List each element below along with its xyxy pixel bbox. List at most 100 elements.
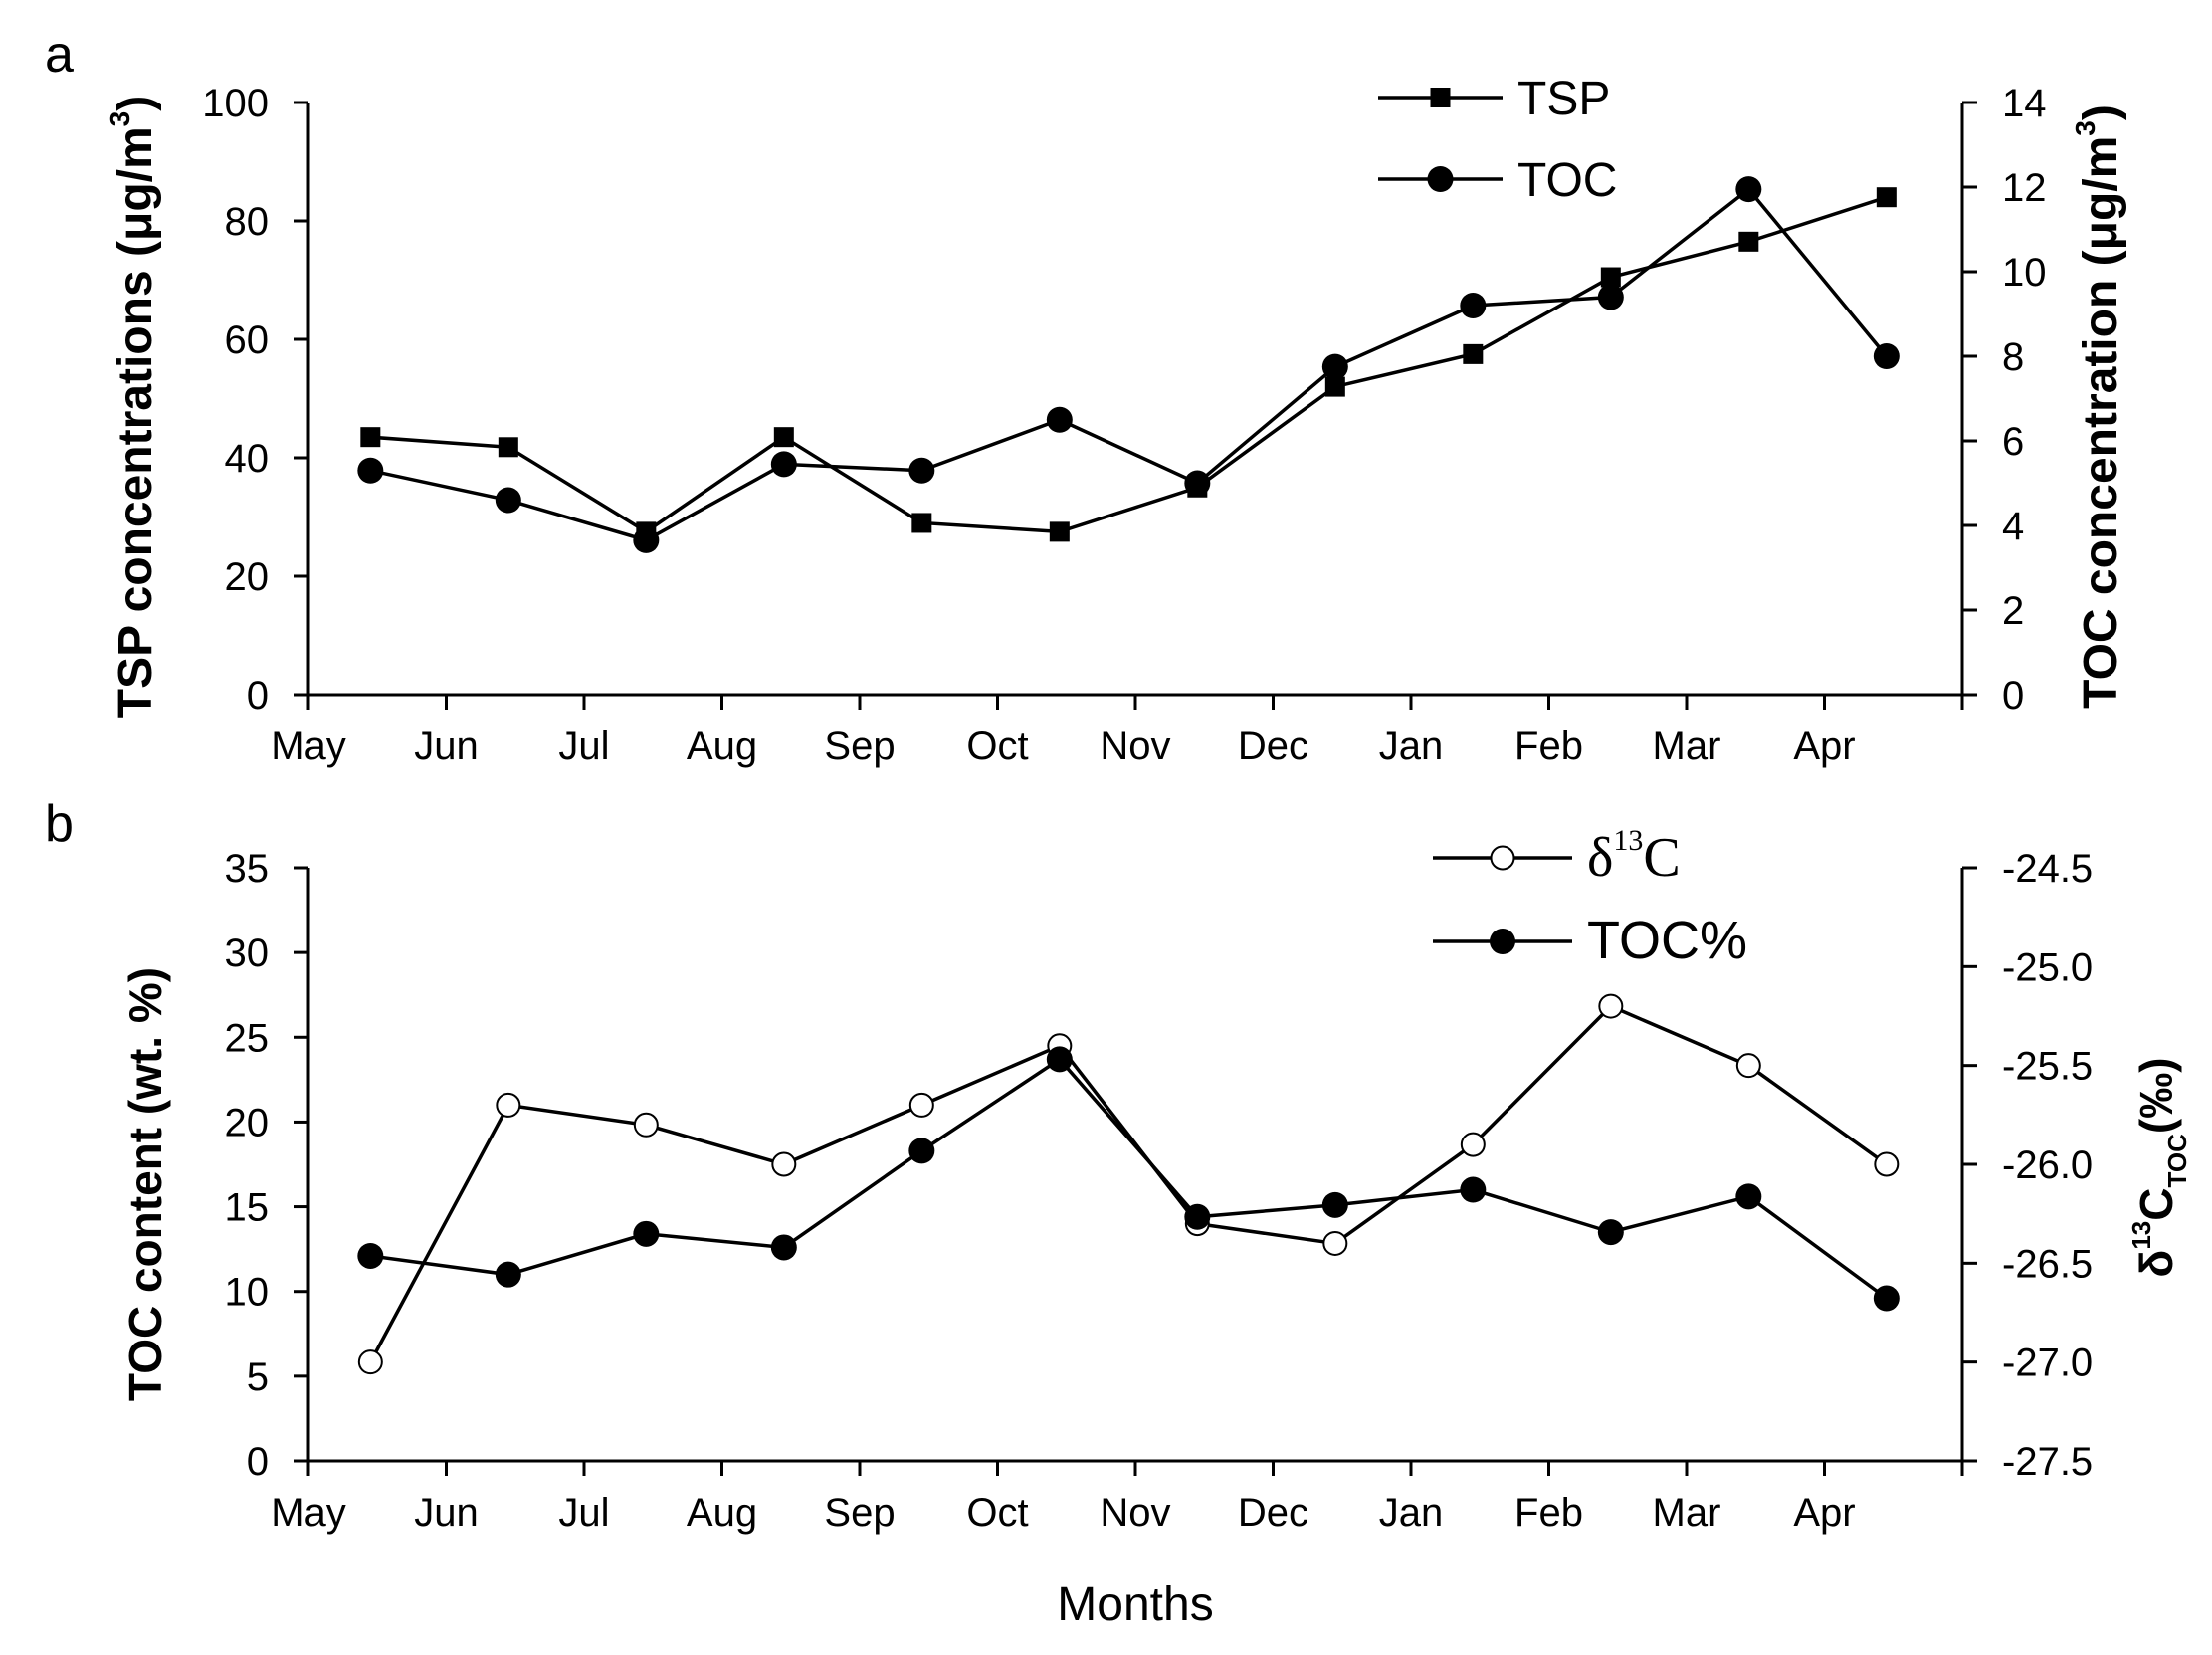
y-right-axis-title: δ13CTOC(‰) [2126, 1057, 2192, 1277]
y-right-tick-label: 8 [2002, 335, 2024, 379]
data-point [1873, 343, 1900, 369]
y-left-tick-label: 5 [247, 1355, 269, 1399]
legend-label-prefix: δ [1587, 827, 1613, 889]
data-point [1735, 1053, 1761, 1079]
y-left-tick-label: 20 [225, 1101, 270, 1144]
data-point [1324, 376, 1345, 397]
x-tick-label: Apr [1793, 1491, 1855, 1535]
y-right-title-main: C [2130, 1188, 2182, 1221]
data-point [1322, 1230, 1348, 1256]
y-right-tick-label: -26.0 [2002, 1143, 2093, 1187]
y-left-tick-label: 25 [225, 1016, 270, 1060]
x-tick-label: Jul [558, 1491, 609, 1535]
y-left-title-sup: 3 [104, 111, 135, 127]
series-line [370, 1057, 1888, 1300]
y-left-axis-title: TOC content (wt. %) [119, 967, 171, 1401]
x-tick-label: Nov [1100, 724, 1170, 768]
y-left-tick-label: 0 [247, 674, 269, 718]
x-tick-label: Aug [687, 724, 757, 768]
y-left-tick-label: 10 [225, 1271, 270, 1315]
x-tick-label: Apr [1793, 724, 1855, 768]
data-point [908, 457, 935, 484]
y-right-tick-label: -24.5 [2002, 847, 2093, 891]
x-tick-label: Oct [966, 724, 1028, 768]
data-point [496, 1092, 521, 1118]
data-point [771, 1151, 797, 1177]
data-point [1600, 267, 1621, 288]
panel-label: b [45, 795, 74, 853]
data-point [1876, 187, 1897, 208]
series-line [370, 195, 1888, 534]
x-tick-label: Jan [1379, 1491, 1444, 1535]
y-left-tick-label: 35 [225, 847, 270, 891]
legend-marker [1490, 929, 1515, 954]
y-right-tick-label: -27.0 [2002, 1342, 2093, 1385]
data-point [357, 1349, 383, 1375]
series-line [369, 186, 1889, 542]
y-right-title-sup: 3 [2070, 120, 2101, 136]
y-right-title-close: ) [2075, 104, 2127, 120]
series-toc- [357, 1046, 1900, 1312]
data-point [1874, 1151, 1900, 1177]
data-point [360, 427, 381, 448]
legend-marker [1427, 166, 1454, 192]
legend-label: TOC [1517, 154, 1617, 207]
series-toc [357, 176, 1900, 553]
data-point [1873, 1285, 1900, 1312]
y-right-title-prefix: δ [2130, 1250, 2182, 1278]
legend-label-sup: 13 [1613, 824, 1643, 857]
x-tick-label: Sep [824, 1491, 895, 1535]
data-point [1049, 521, 1070, 542]
y-right-tick-label: -25.0 [2002, 945, 2093, 989]
y-right-tick-label: 4 [2002, 505, 2024, 548]
y-right-tick-label: 10 [2002, 251, 2047, 295]
y-left-tick-label: 40 [225, 437, 270, 481]
series--13c [357, 993, 1900, 1375]
data-point [1460, 1132, 1486, 1157]
data-point [1184, 470, 1211, 497]
y-right-axis-title: TOC concentration (μg/m3) [2070, 104, 2127, 709]
y-left-tick-label: 20 [225, 555, 270, 599]
legend-item: TOC% [1433, 911, 1747, 970]
x-axis-title: Months [1057, 1578, 1213, 1631]
data-point [633, 1112, 659, 1138]
y-right-tick-label: -26.5 [2002, 1242, 2093, 1286]
data-point [1046, 1046, 1073, 1073]
x-tick-label: Feb [1514, 1491, 1583, 1535]
data-point [1460, 1176, 1487, 1203]
x-tick-label: Jan [1379, 724, 1444, 768]
x-tick-label: May [271, 724, 346, 768]
y-left-title-close: ) [109, 96, 162, 111]
data-point [1463, 343, 1484, 364]
series-tsp [360, 187, 1897, 542]
series-line [368, 1003, 1888, 1363]
legend-item: TSP [1378, 73, 1610, 125]
x-tick-label: Dec [1238, 724, 1308, 768]
data-point [1321, 1191, 1348, 1218]
y-right-tick-label: 12 [2002, 166, 2047, 210]
y-right-tick-label: -27.5 [2002, 1440, 2093, 1484]
x-tick-label: Nov [1100, 1491, 1170, 1535]
panel-b: b May Jun Jul Aug Sep Oct Nov Dec Jan Feb Mar Apr 0 5 1… [45, 795, 2192, 1631]
legend-label: δ13C [1587, 824, 1681, 889]
y-left-axis-title: TSP concentrations (μg/m3) [104, 96, 162, 718]
y-left-tick-label: 0 [247, 1440, 269, 1484]
x-tick-label: Mar [1653, 1491, 1721, 1535]
data-point [1597, 1219, 1624, 1246]
legend-label: TOC% [1587, 911, 1747, 970]
x-tick-label: Dec [1238, 1491, 1308, 1535]
data-point [1184, 1203, 1211, 1230]
data-point [633, 526, 660, 553]
y-right-tick-label: 2 [2002, 589, 2024, 633]
legend-label: TSP [1517, 73, 1610, 125]
data-point [1735, 176, 1762, 203]
legend-marker [1430, 88, 1451, 107]
x-tick-label: Feb [1514, 724, 1583, 768]
y-right-tick-label: 0 [2002, 674, 2024, 718]
y-left-tick-label: 30 [225, 931, 270, 975]
x-tick-label: Jun [414, 1491, 479, 1535]
legend-marker [1490, 845, 1515, 871]
data-point [357, 1242, 384, 1269]
